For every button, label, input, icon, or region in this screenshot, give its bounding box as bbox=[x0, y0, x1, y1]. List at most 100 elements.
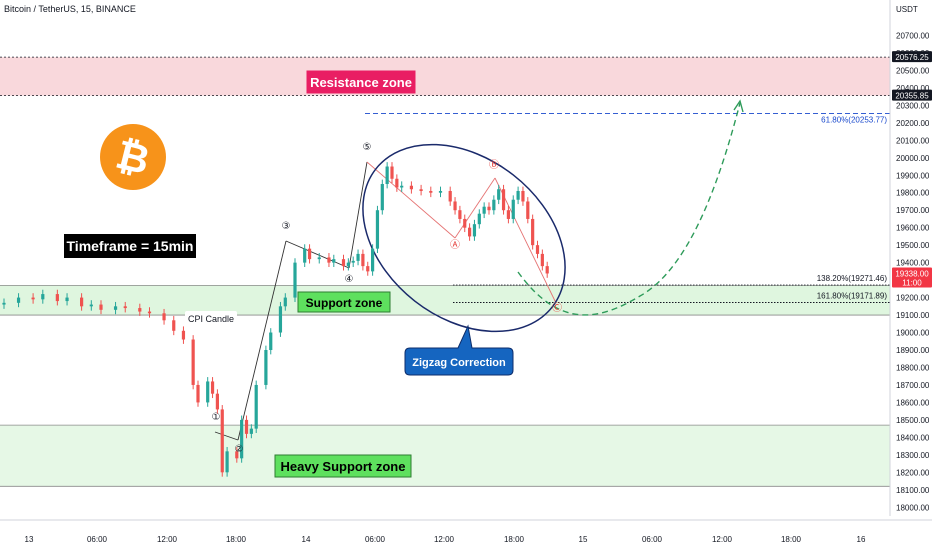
candle-body bbox=[215, 393, 219, 410]
bitcoin-logo: ₿ bbox=[100, 124, 166, 190]
candle-body bbox=[506, 210, 510, 219]
y-tick-label: 20300.00 bbox=[896, 101, 930, 110]
candle-body bbox=[341, 259, 346, 267]
wave-segment bbox=[454, 177, 496, 239]
candle-body bbox=[497, 189, 501, 200]
y-tick-label: 18400.00 bbox=[896, 433, 930, 442]
candle-body bbox=[361, 253, 365, 267]
candle-body bbox=[395, 178, 399, 188]
candle-body bbox=[472, 224, 477, 237]
zone-label-box bbox=[297, 291, 391, 313]
candle-body bbox=[448, 190, 452, 202]
candle-body bbox=[332, 259, 336, 263]
candle-body bbox=[453, 201, 457, 211]
x-tick-label: 18:00 bbox=[781, 535, 802, 544]
wave-label: ② bbox=[235, 444, 244, 455]
candle-body bbox=[303, 248, 307, 263]
candle-body bbox=[540, 253, 544, 267]
candle-body bbox=[55, 294, 59, 302]
candle-body bbox=[240, 419, 244, 459]
candle-body bbox=[31, 297, 35, 300]
y-tick-label: 19800.00 bbox=[896, 189, 930, 198]
zone-label-text: Resistance zone bbox=[310, 75, 412, 90]
candle-body bbox=[438, 190, 443, 193]
y-tick-label: 18800.00 bbox=[896, 363, 930, 372]
candle-body bbox=[138, 308, 142, 312]
candle-body bbox=[147, 311, 152, 314]
annot-layer: Resistance zone Support zone Heavy Support… bbox=[64, 70, 514, 478]
wave-segment bbox=[237, 240, 287, 441]
x-tick-label: 12:00 bbox=[712, 535, 733, 544]
chart-title: Bitcoin / TetherUS, 15, BINANCE bbox=[4, 4, 136, 14]
cpi-text: CPI Candle bbox=[188, 314, 234, 324]
zone-label-box bbox=[274, 454, 412, 478]
candle-body bbox=[317, 257, 321, 260]
candle-body bbox=[225, 451, 229, 473]
wave-segment bbox=[348, 161, 368, 269]
zone-label-1: Support zone bbox=[297, 291, 391, 313]
zone-2 bbox=[0, 425, 890, 487]
x-tick-label: 12:00 bbox=[434, 535, 455, 544]
cpi-box bbox=[185, 311, 237, 327]
candle-body bbox=[545, 266, 549, 274]
candle-body bbox=[99, 304, 103, 310]
x-tick-label: 06:00 bbox=[642, 535, 663, 544]
zone-0 bbox=[0, 57, 890, 96]
projection-path bbox=[517, 102, 741, 316]
y-tick-label: 19700.00 bbox=[896, 206, 930, 215]
candle-body bbox=[346, 262, 350, 267]
zigzag-callout: Zigzag Correction bbox=[404, 324, 514, 376]
price-tag-0: 20576.25 bbox=[892, 51, 932, 63]
wave-label: ① bbox=[212, 412, 221, 423]
wave-label: Ⓐ bbox=[450, 239, 460, 251]
candle-body bbox=[380, 184, 384, 211]
zone-label-box bbox=[306, 70, 416, 94]
x-tick-label: 18:00 bbox=[504, 535, 525, 544]
zone-label-0: Resistance zone bbox=[306, 70, 416, 94]
candle-body bbox=[535, 245, 540, 254]
candle-body bbox=[419, 189, 423, 191]
zones-layer bbox=[0, 56, 890, 487]
timeframe-text: Timeframe = 15min bbox=[67, 238, 194, 254]
y-tick-label: 18200.00 bbox=[896, 468, 930, 477]
candle-body bbox=[206, 381, 210, 403]
cpi-label: CPI Candle bbox=[185, 311, 237, 327]
wave-label: Ⓑ bbox=[489, 159, 499, 171]
y-tick-label: 19100.00 bbox=[896, 311, 930, 320]
fib-label-0: 61.80%(20253.77) bbox=[821, 115, 887, 124]
candle-body bbox=[41, 294, 45, 300]
y-tick-label: 18100.00 bbox=[896, 486, 930, 495]
wave-label: ⑤ bbox=[363, 142, 372, 153]
x-tick-label: 06:00 bbox=[87, 535, 108, 544]
candle-body bbox=[254, 384, 258, 429]
y-tick-label: 18700.00 bbox=[896, 381, 930, 390]
candle-body bbox=[482, 206, 486, 214]
candle-body bbox=[235, 451, 239, 459]
candle-body bbox=[191, 339, 195, 385]
price-tag-1: 20355.85 bbox=[892, 89, 932, 101]
y-tick-label: 20200.00 bbox=[896, 119, 930, 128]
candle-body bbox=[501, 189, 506, 211]
candles-layer bbox=[2, 162, 549, 477]
candle-body bbox=[80, 297, 84, 307]
candle-body bbox=[400, 185, 404, 188]
price-tag-time: 11:00 bbox=[902, 278, 922, 287]
candle-body bbox=[89, 304, 93, 307]
candle-body bbox=[283, 297, 287, 307]
candle-body bbox=[458, 210, 462, 219]
fib-label-1: 138.20%(19271.46) bbox=[817, 274, 888, 283]
y-tick-label: 18500.00 bbox=[896, 416, 930, 425]
y-tick-label: 20500.00 bbox=[896, 66, 930, 75]
y-tick-label: 18900.00 bbox=[896, 346, 930, 355]
candle-body bbox=[16, 297, 21, 303]
waves-layer bbox=[214, 99, 744, 441]
y-tick-label: 18000.00 bbox=[896, 503, 930, 512]
price-tag-box bbox=[892, 89, 932, 101]
x-tick-label: 06:00 bbox=[365, 535, 386, 544]
x-tick-label: 12:00 bbox=[157, 535, 178, 544]
zone-label-text: Support zone bbox=[306, 296, 383, 310]
candle-body bbox=[220, 409, 224, 473]
price-tag-box bbox=[892, 267, 932, 288]
